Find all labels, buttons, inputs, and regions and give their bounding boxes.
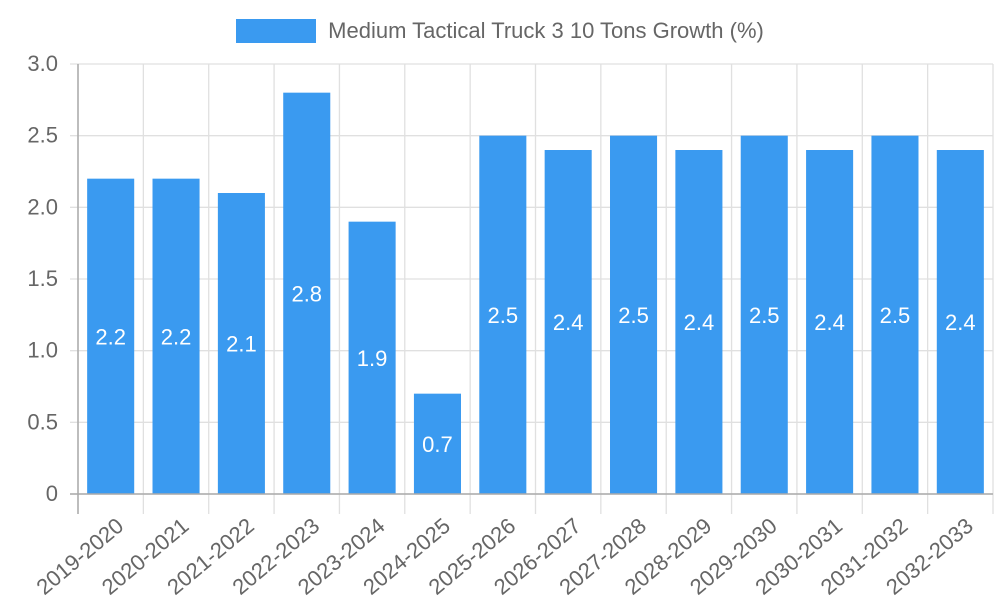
bar[interactable] xyxy=(283,92,331,495)
bar[interactable] xyxy=(87,178,135,494)
y-axis-labels: 0 0.5 1.0 1.5 2.0 2.5 3.0 xyxy=(27,51,58,506)
bar[interactable] xyxy=(936,150,984,494)
value-labels: 2.2 2.2 2.1 2.8 1.9 0.7 2.5 2.4 2.5 2.4 2.5 2.4 2.5 2… xyxy=(95,281,975,457)
bar[interactable] xyxy=(544,150,592,494)
bar-value-label: 2.4 xyxy=(814,310,845,335)
bar-value-label: 2.4 xyxy=(553,310,584,335)
bar[interactable] xyxy=(871,135,919,494)
y-tick-label: 2.0 xyxy=(27,194,58,219)
bar-value-label: 1.9 xyxy=(357,346,388,371)
bar-value-label: 2.5 xyxy=(488,303,519,328)
bar-value-label: 2.1 xyxy=(226,332,257,357)
bar[interactable] xyxy=(152,178,200,494)
bar-value-label: 2.2 xyxy=(95,324,126,349)
bar[interactable] xyxy=(413,393,461,494)
x-axis-labels: 2019-20202020-20212021-20222022-20232023… xyxy=(32,513,978,600)
y-tick-label: 0.5 xyxy=(27,409,58,434)
y-tick-label: 0 xyxy=(46,481,58,506)
bar-value-label: 2.4 xyxy=(684,310,715,335)
y-tick-label: 3.0 xyxy=(27,51,58,76)
bar-value-label: 2.2 xyxy=(161,324,192,349)
bar[interactable] xyxy=(348,221,396,494)
bars xyxy=(87,92,984,495)
bar-value-label: 2.5 xyxy=(749,303,780,328)
bar[interactable] xyxy=(217,193,265,494)
y-tick-label: 1.0 xyxy=(27,338,58,363)
legend-label: Medium Tactical Truck 3 10 Tons Growth (… xyxy=(328,18,764,43)
bar-value-label: 2.8 xyxy=(291,281,322,306)
y-tick-label: 1.5 xyxy=(27,266,58,291)
bar[interactable] xyxy=(479,135,527,494)
bar[interactable] xyxy=(740,135,788,494)
y-tick-label: 2.5 xyxy=(27,123,58,148)
bar-value-label: 0.7 xyxy=(422,432,453,457)
axes xyxy=(70,64,993,514)
grid-lines xyxy=(70,63,994,514)
bar-value-label: 2.5 xyxy=(618,303,649,328)
chart-legend[interactable]: Medium Tactical Truck 3 10 Tons Growth (… xyxy=(0,18,1000,44)
bar[interactable] xyxy=(806,150,854,494)
bar-value-label: 2.5 xyxy=(880,303,911,328)
bar[interactable] xyxy=(675,150,723,494)
bar[interactable] xyxy=(610,135,658,494)
bar-value-label: 2.4 xyxy=(945,310,976,335)
legend-swatch xyxy=(236,19,317,43)
